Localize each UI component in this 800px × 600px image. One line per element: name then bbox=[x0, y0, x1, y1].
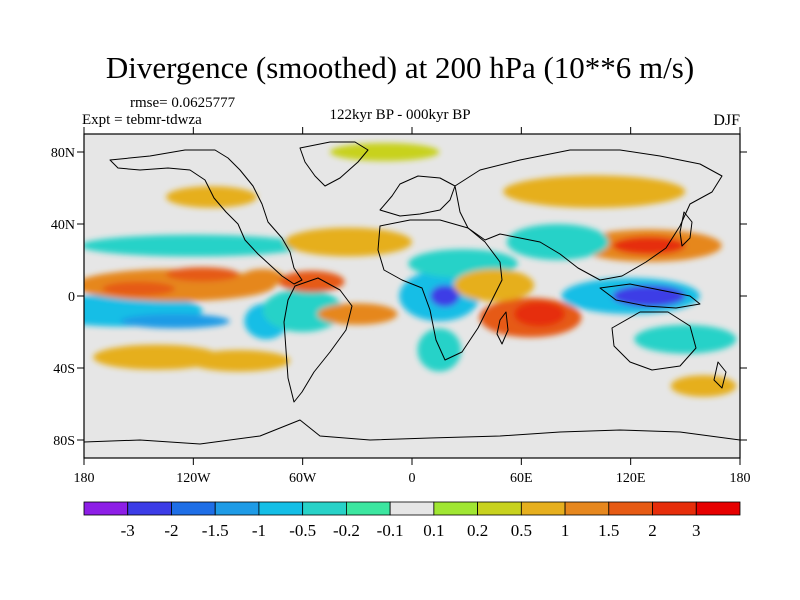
colorbar-swatch bbox=[345, 501, 391, 516]
colorbar-swatch bbox=[608, 501, 653, 516]
colorbar: -3 -2 -1.5 -1 -0.5 -0.2 -0.1 0.1 0.2 0.5 1 1.5 2 3 bbox=[83, 501, 741, 540]
japan-coastline bbox=[679, 211, 693, 247]
time-difference-label: 122kyr BP - 000kyr BP bbox=[329, 107, 471, 123]
divergence-anomaly-region bbox=[93, 344, 221, 370]
colorbar-label: -0.5 bbox=[289, 521, 316, 540]
x-axis: 180 120W 60W 0 60E 120E 180 bbox=[74, 127, 751, 486]
colorbar-label: 1 bbox=[561, 521, 570, 540]
x-tick-label: 60E bbox=[510, 471, 533, 486]
new-zealand-coastline bbox=[713, 361, 727, 389]
divergence-anomaly-region bbox=[612, 285, 686, 307]
y-tick-label: 0 bbox=[68, 290, 75, 305]
rmse-label: rmse= 0.0625777 bbox=[130, 95, 236, 111]
y-tick-label: 80S bbox=[53, 434, 75, 449]
divergence-anomaly-region bbox=[284, 227, 412, 257]
colorbar-label: -3 bbox=[121, 521, 135, 540]
colorbar-label: 2 bbox=[648, 521, 657, 540]
y-axis: 80N 40N 0 40S 80S bbox=[51, 146, 747, 449]
colorbar-label: -0.2 bbox=[333, 521, 360, 540]
colorbar-label: 1.5 bbox=[598, 521, 619, 540]
greenland-coastline bbox=[299, 141, 369, 187]
divergence-anomaly-region bbox=[278, 270, 345, 293]
x-tick-label: 0 bbox=[409, 471, 416, 486]
colorbar-swatch bbox=[302, 501, 347, 516]
chart-title: Divergence (smoothed) at 200 hPa (10**6 … bbox=[105, 50, 695, 85]
divergence-anomaly-region bbox=[187, 350, 290, 372]
divergence-anomaly-region bbox=[317, 303, 398, 325]
colorbar-swatch bbox=[695, 501, 741, 516]
y-tick-label: 80N bbox=[51, 146, 75, 161]
colorbar-swatch bbox=[564, 501, 610, 516]
colorbar-swatch bbox=[433, 501, 479, 516]
divergence-anomaly-region bbox=[120, 314, 230, 329]
divergence-anomaly-region bbox=[670, 375, 737, 397]
divergence-anomaly-region bbox=[330, 143, 440, 161]
divergence-field bbox=[84, 143, 737, 397]
continent-outlines bbox=[84, 141, 740, 445]
colorbar-label: 0.2 bbox=[467, 521, 488, 540]
colorbar-swatch bbox=[258, 501, 304, 516]
divergence-anomaly-region bbox=[102, 281, 176, 296]
colorbar-swatch bbox=[389, 501, 435, 516]
colorbar-label: -1.5 bbox=[202, 521, 229, 540]
divergence-anomaly-region bbox=[506, 224, 609, 260]
colorbar-label: -0.1 bbox=[377, 521, 404, 540]
divergence-anomaly-region bbox=[166, 186, 258, 208]
colorbar-label: 3 bbox=[692, 521, 701, 540]
madagascar-coastline bbox=[496, 311, 509, 345]
colorbar-swatch bbox=[214, 501, 260, 516]
plot-area bbox=[84, 134, 740, 458]
south-america-coastline bbox=[283, 277, 353, 403]
colorbar-swatch bbox=[652, 501, 697, 516]
antarctica-coastline bbox=[84, 419, 740, 445]
asia-coastline bbox=[454, 149, 723, 281]
colorbar-label: 0.5 bbox=[511, 521, 532, 540]
north-america-coastline bbox=[109, 149, 303, 285]
x-tick-label: 180 bbox=[730, 471, 751, 486]
divergence-anomaly-region bbox=[84, 234, 307, 257]
x-tick-label: 60W bbox=[289, 471, 317, 486]
x-tick-label: 120E bbox=[616, 471, 646, 486]
divergence-anomaly-region bbox=[612, 236, 686, 255]
australia-coastline bbox=[611, 311, 697, 371]
divergence-anomaly-region bbox=[634, 324, 737, 354]
colorbar-label: 0.1 bbox=[423, 521, 444, 540]
colorbar-swatch bbox=[171, 501, 216, 516]
divergence-anomaly-region bbox=[430, 285, 460, 307]
divergence-anomaly-region bbox=[166, 267, 239, 282]
colorbar-swatch bbox=[520, 501, 566, 516]
divergence-anomaly-region bbox=[417, 328, 462, 372]
season-label: DJF bbox=[713, 112, 740, 129]
divergence-anomaly-region bbox=[514, 301, 566, 327]
y-tick-label: 40S bbox=[53, 362, 75, 377]
colorbar-label: -2 bbox=[164, 521, 178, 540]
divergence-anomaly-region bbox=[503, 175, 686, 208]
experiment-label: Expt = tebmr-tdwza bbox=[82, 112, 202, 128]
x-tick-label: 180 bbox=[74, 471, 95, 486]
divergence-anomaly-region bbox=[453, 269, 535, 302]
y-tick-label: 40N bbox=[51, 218, 75, 233]
colorbar-swatch bbox=[83, 501, 129, 516]
divergence-anomaly-region bbox=[240, 269, 285, 287]
maritime-continent-coastline bbox=[599, 283, 701, 309]
divergence-anomaly-region bbox=[262, 288, 343, 332]
x-tick-label: 120W bbox=[176, 471, 211, 486]
colorbar-swatch bbox=[127, 501, 172, 516]
africa-coastline bbox=[377, 219, 503, 361]
colorbar-swatch bbox=[477, 501, 522, 516]
colorbar-label: -1 bbox=[252, 521, 266, 540]
